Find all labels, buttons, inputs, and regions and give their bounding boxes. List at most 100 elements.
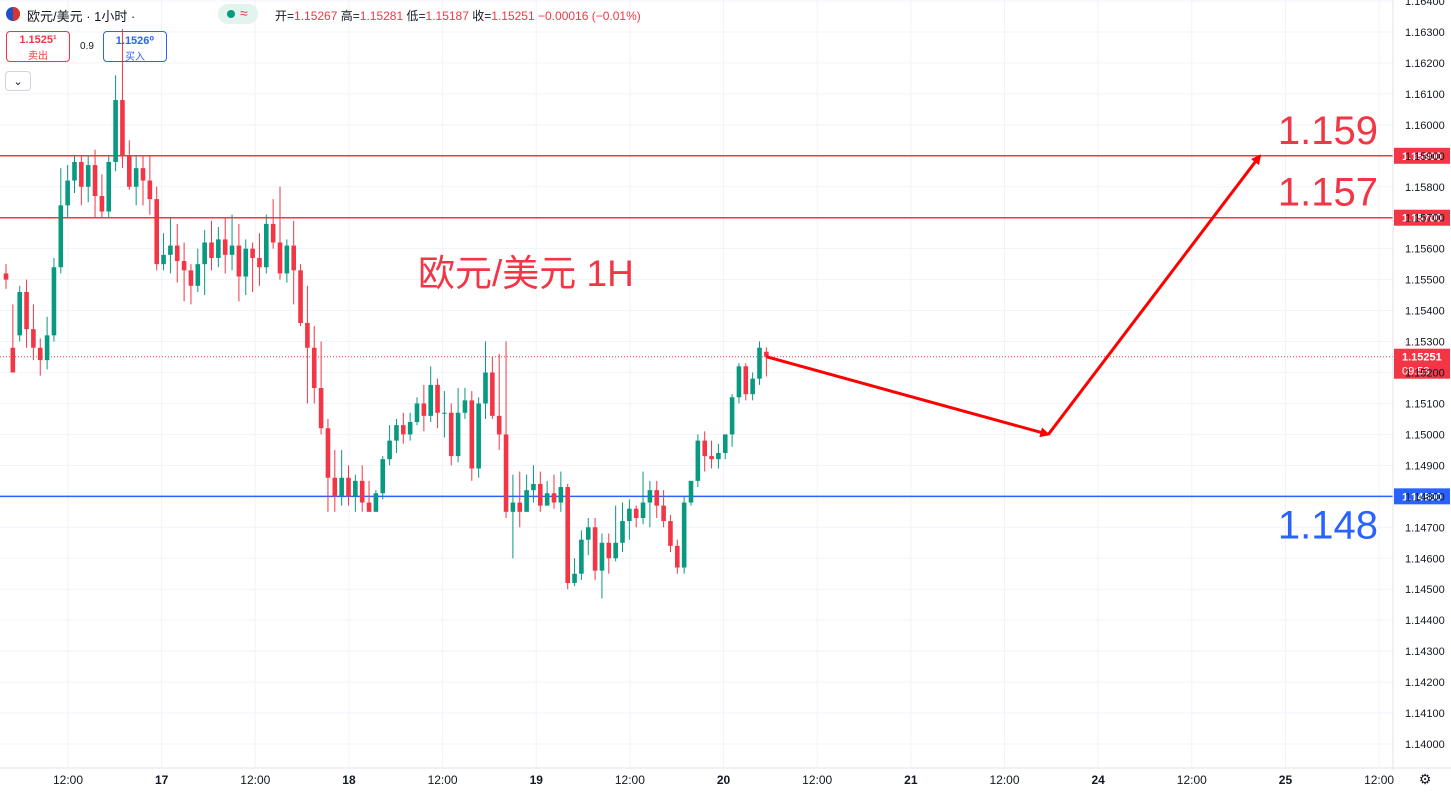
sell-button[interactable]: 1.1525¹ 卖出 (6, 31, 70, 62)
candle-body (620, 521, 625, 543)
candle-body (668, 521, 673, 546)
candle-body (270, 223, 276, 243)
time-tick-label: 12:00 (1177, 773, 1207, 787)
high-label: 高= (340, 9, 360, 23)
eur-usd-flag-icon (6, 7, 20, 21)
candle-body (627, 508, 632, 522)
candle-body (716, 452, 721, 460)
up-arrow (1047, 154, 1262, 436)
candle-body (44, 335, 50, 361)
price-axis[interactable]: 1.16400 1.16300 1.16200 1.16100 1.16000 1.159… (1392, 0, 1445, 770)
candle-body (161, 254, 166, 265)
candle-body (168, 245, 173, 255)
candle-body (346, 477, 351, 497)
time-tick-label: 12:00 (802, 773, 832, 787)
candle-body (510, 502, 516, 512)
candle-body (551, 493, 557, 503)
candle-body (764, 351, 769, 357)
collapse-chevron-icon[interactable]: ⌄ (5, 71, 31, 91)
candle-body (428, 384, 433, 416)
current-price-tag (1394, 348, 1450, 379)
candle-body (216, 239, 221, 258)
close-value: 1.15251 (491, 9, 535, 23)
candle-body (181, 261, 187, 271)
close-label: 收= (472, 9, 492, 23)
price-tick-label: 1.15600 (1405, 244, 1445, 256)
candle-body (544, 493, 550, 506)
candle-body (229, 245, 235, 255)
candle-body (51, 267, 57, 336)
buy-label: 买入 (125, 52, 145, 63)
price-tick-label: 1.16300 (1405, 27, 1445, 39)
candle-body (401, 425, 406, 435)
candle-body (10, 347, 16, 373)
candle-body (380, 459, 386, 494)
candle-body (599, 542, 605, 571)
candle-body (209, 242, 214, 258)
wave-icon: ≈ (240, 5, 248, 21)
price-tick-label: 1.15500 (1405, 275, 1445, 287)
price-tick-label: 1.14000 (1405, 739, 1445, 751)
open-value: 1.15267 (294, 9, 338, 23)
candle-body (106, 161, 112, 212)
candle-body (250, 248, 255, 258)
candle-body (476, 403, 481, 469)
candle-body (613, 542, 618, 559)
symbol-title[interactable]: 欧元/美元 · 1小时 · (27, 9, 136, 24)
time-tick-label: 12:00 (53, 773, 83, 787)
price-tick-label: 1.14500 (1405, 584, 1445, 596)
candle-body (729, 397, 735, 435)
price-tick-label: 1.14900 (1405, 460, 1445, 472)
level-price-tag-label: 1.14800 (1402, 491, 1442, 503)
level-price-tag-label: 1.15900 (1402, 151, 1442, 163)
candle-body (37, 347, 43, 361)
high-value: 1.15281 (359, 9, 404, 23)
candle-body (92, 165, 98, 197)
time-axis[interactable]: 12:00 17 12:00 18 12:00 19 12:00 20 12:00 21 12:00… (0, 767, 1451, 787)
candle-body (585, 527, 591, 540)
settings-gear-icon[interactable]: ⚙ (1418, 771, 1432, 787)
time-tick-label: 24 (1091, 773, 1105, 787)
candle-body (661, 505, 666, 522)
time-tick-label: 12:00 (989, 773, 1019, 787)
time-tick-label: 19 (530, 773, 544, 787)
price-tick-label: 1.15900 (1405, 151, 1445, 163)
candle-body (311, 347, 317, 388)
candle-body (264, 223, 269, 268)
projection-arrows (765, 154, 1262, 438)
candle-body (524, 490, 529, 512)
candle-body (58, 205, 64, 268)
candle-body (353, 480, 358, 497)
level-big-label: 1.157 (1278, 171, 1378, 215)
candles[interactable] (3, 28, 769, 599)
candle-body (579, 539, 584, 574)
market-status-pill[interactable]: ≈ (218, 4, 258, 24)
candle-body (291, 245, 296, 271)
candle-body (558, 487, 564, 503)
open-label: 开= (275, 9, 295, 23)
candle-body (606, 542, 612, 559)
grid-lines (0, 0, 1393, 768)
price-tick-label: 1.15400 (1405, 306, 1445, 318)
sell-price: 1.1525¹ (19, 34, 57, 46)
candle-body (750, 378, 755, 395)
candle-body (79, 161, 84, 187)
candle-body (3, 273, 9, 280)
candle-body (325, 428, 331, 478)
price-tick-label: 1.16400 (1405, 0, 1445, 8)
buy-button[interactable]: 1.1526⁰ 买入 (103, 31, 167, 63)
candle-body (592, 527, 598, 571)
candle-body (332, 477, 338, 497)
time-tick-label: 21 (904, 773, 918, 787)
candle-body (394, 425, 399, 441)
candle-body (490, 372, 495, 416)
time-tick-label: 25 (1279, 773, 1293, 787)
candle-body (702, 440, 707, 457)
price-tick-label: 1.14800 (1405, 491, 1445, 503)
price-tick-label: 1.15700 (1405, 213, 1445, 225)
candle-body (681, 502, 687, 568)
price-levels: 1.15900 1.159 1.15700 1.157 1.14800 1.148 1.15… (0, 109, 1450, 547)
price-tick-label: 1.14100 (1405, 708, 1445, 720)
candle-body (387, 440, 392, 460)
